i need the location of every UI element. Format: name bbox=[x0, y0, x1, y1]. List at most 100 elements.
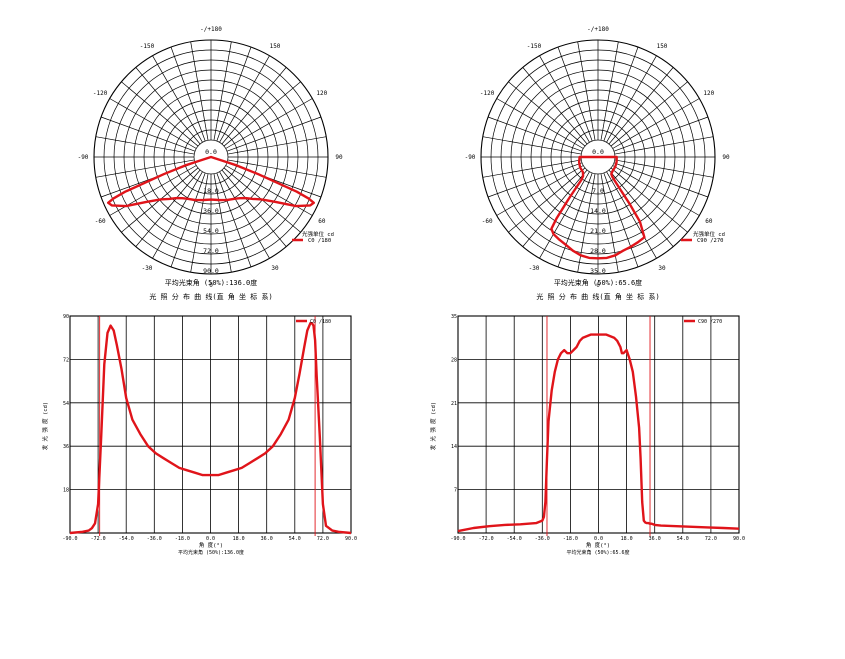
angle-label: 0 bbox=[209, 282, 213, 289]
x-tick-label: -72.0 bbox=[479, 536, 494, 542]
angle-label: 120 bbox=[703, 90, 714, 97]
polar-legend: 光强单位 cd C0 /180 bbox=[292, 230, 334, 244]
polar-spoke bbox=[219, 171, 270, 259]
y-tick-label: 72 bbox=[63, 357, 69, 363]
polar-spoke bbox=[508, 167, 586, 233]
caption: 光 照 分 布 曲 线(直 角 坐 标 系) bbox=[536, 292, 659, 301]
x-tick-label: 72.0 bbox=[705, 536, 717, 542]
x-tick-label: -18.0 bbox=[563, 536, 578, 542]
polar-spoke bbox=[608, 67, 674, 145]
angle-label: 90 bbox=[335, 154, 343, 161]
polar-spoke bbox=[614, 136, 714, 155]
x-tick-label: 18.0 bbox=[621, 536, 633, 542]
polar-spoke bbox=[152, 55, 203, 143]
angle-label: -60 bbox=[95, 218, 106, 225]
polar-spoke bbox=[100, 116, 196, 152]
x-axis-label: 角 度(°) bbox=[586, 541, 610, 549]
polar-spoke bbox=[225, 98, 313, 149]
angle-label: 60 bbox=[705, 218, 713, 225]
polar-spoke bbox=[216, 46, 252, 142]
polar-spoke bbox=[190, 41, 209, 141]
polar-spoke bbox=[606, 171, 657, 259]
y-axis-label: 发 光 强 度 (cd) bbox=[429, 402, 437, 451]
polar-spoke bbox=[603, 172, 639, 268]
polar-spoke bbox=[170, 46, 206, 142]
polar-spoke bbox=[577, 41, 596, 141]
cartesian-chart-c0: -90.0 -72.0 -54.0 -36.0 -18.0 0.0 18.0 36.0 54.0… bbox=[41, 314, 357, 556]
angle-label: 150 bbox=[270, 43, 281, 50]
radial-tick-label: 54.0 bbox=[203, 227, 219, 235]
polar-spoke bbox=[221, 67, 287, 145]
angle-label: 30 bbox=[658, 265, 666, 272]
polar-spoke bbox=[95, 159, 195, 178]
polar-spoke bbox=[613, 162, 709, 198]
caption: 光 照 分 布 曲 线(直 角 坐 标 系) bbox=[149, 292, 272, 301]
polar-spoke bbox=[522, 169, 588, 247]
polar-spoke bbox=[170, 172, 206, 268]
polar-spoke bbox=[219, 55, 270, 143]
y-tick-label: 14 bbox=[451, 444, 457, 450]
polar-spoke bbox=[487, 116, 583, 152]
polar-spoke bbox=[557, 172, 593, 268]
y-tick-label: 7 bbox=[454, 488, 457, 494]
unit-label: 光强单位 cd bbox=[693, 230, 725, 238]
polar-spoke bbox=[152, 171, 203, 259]
cart-legend: C0 /180 bbox=[296, 319, 331, 325]
polar-spoke bbox=[496, 98, 584, 149]
angle-label: -30 bbox=[142, 265, 153, 272]
cart-legend: C90 /270 bbox=[684, 319, 722, 325]
polar-spoke bbox=[496, 165, 584, 216]
x-tick-label: 18.0 bbox=[233, 536, 245, 542]
angle-label: 150 bbox=[657, 43, 668, 50]
y-tick-label: 21 bbox=[451, 401, 457, 407]
polar-spoke bbox=[614, 159, 714, 178]
polar-spoke bbox=[613, 116, 709, 152]
angle-label: -150 bbox=[527, 43, 542, 50]
x-tick-label: -36.0 bbox=[535, 536, 550, 542]
polar-spoke bbox=[216, 172, 252, 268]
polar-spoke bbox=[135, 169, 201, 247]
radial-tick-label: 18.0 bbox=[203, 187, 219, 195]
polar-chart-c0: -/+180 150 120 90 60 30 0 -30 -60 -90 -120 -150 0.0 1… bbox=[78, 26, 343, 301]
polar-spoke bbox=[539, 55, 590, 143]
angle-label: 60 bbox=[318, 218, 326, 225]
x-axis-label: 角 度(°) bbox=[199, 541, 223, 549]
polar-spoke bbox=[190, 173, 209, 273]
angle-label: -/+180 bbox=[200, 26, 222, 33]
y-tick-label: 18 bbox=[63, 488, 69, 494]
y-tick-label: 36 bbox=[63, 444, 69, 450]
polar-spoke bbox=[223, 81, 301, 147]
legend-label: C90 /270 bbox=[697, 238, 724, 244]
polar-spoke bbox=[522, 67, 588, 145]
y-axis-label: 发 光 强 度 (cd) bbox=[41, 402, 49, 451]
y-tick-label: 28 bbox=[451, 357, 457, 363]
y-tick-label: 35 bbox=[451, 314, 457, 320]
x-tick-label: 0.0 bbox=[206, 536, 215, 542]
line-curve-c90 bbox=[457, 333, 740, 533]
radial-tick-label: 21.0 bbox=[590, 227, 606, 235]
angle-label: -90 bbox=[78, 154, 89, 161]
x-tick-label: -54.0 bbox=[119, 536, 134, 542]
angle-label: -150 bbox=[140, 43, 155, 50]
legend-label: C0 /180 bbox=[308, 238, 331, 244]
x-tick-label: 36.0 bbox=[261, 536, 273, 542]
angle-label: 90 bbox=[722, 154, 730, 161]
angle-label: 0 bbox=[596, 282, 600, 289]
legend-label: C0 /180 bbox=[310, 319, 331, 325]
polar-spoke bbox=[121, 81, 199, 147]
radial-tick-label: 14.0 bbox=[590, 207, 606, 215]
polar-spoke bbox=[213, 41, 232, 141]
polar-spoke bbox=[95, 136, 195, 155]
angle-label: -60 bbox=[482, 218, 493, 225]
x-tick-label: 90.0 bbox=[733, 536, 745, 542]
x-tick-label: -90.0 bbox=[62, 536, 77, 542]
polar-spoke bbox=[227, 159, 327, 178]
polar-spoke bbox=[612, 165, 700, 216]
radial-tick-label: 90.0 bbox=[203, 267, 219, 275]
angle-label: 120 bbox=[316, 90, 327, 97]
x-tick-label: -18.0 bbox=[175, 536, 190, 542]
footer-text: 平均光束角 (50%):136.0度 bbox=[178, 549, 244, 556]
polar-spoke bbox=[482, 136, 582, 155]
polar-spoke bbox=[109, 98, 197, 149]
